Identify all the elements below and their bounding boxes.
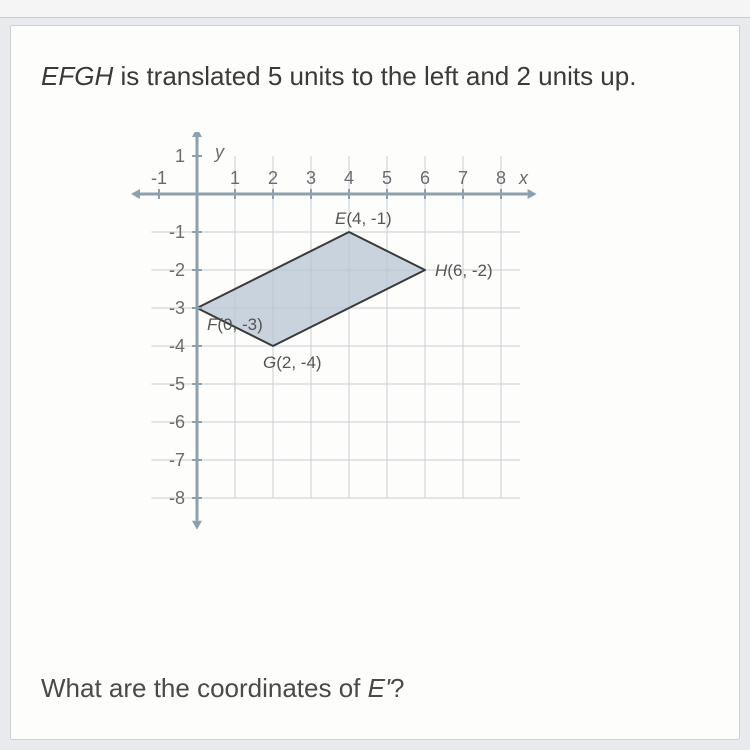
svg-text:4: 4 [344, 168, 354, 188]
svg-text:H(6, -2): H(6, -2) [435, 261, 493, 280]
svg-text:1: 1 [175, 146, 185, 166]
question-bottom-suffix: ? [390, 673, 404, 703]
question-text-bottom: What are the coordinates of E'? [41, 673, 404, 704]
svg-text:-5: -5 [169, 374, 185, 394]
svg-text:2: 2 [268, 168, 278, 188]
svg-text:-7: -7 [169, 450, 185, 470]
grid-svg: -1 1 2 3 4 5 6 7 8 1 -1 -2 -3 -4 -5 -6 -7 -8 y x E(4, -1) H(6… [101, 132, 571, 552]
window-topbar [0, 0, 750, 18]
svg-text:-2: -2 [169, 260, 185, 280]
question-bottom-var: E' [368, 673, 390, 703]
svg-text:x: x [518, 168, 529, 188]
svg-text:G(2, -4): G(2, -4) [263, 353, 322, 372]
svg-text:-3: -3 [169, 298, 185, 318]
svg-text:6: 6 [420, 168, 430, 188]
content-card: EFGH is translated 5 units to the left a… [10, 25, 740, 740]
svg-text:-6: -6 [169, 412, 185, 432]
question-bottom-prefix: What are the coordinates of [41, 673, 368, 703]
svg-text:3: 3 [306, 168, 316, 188]
svg-text:-4: -4 [169, 336, 185, 356]
question-top-rest: is translated 5 units to the left and 2 … [113, 61, 636, 91]
svg-text:-1: -1 [169, 222, 185, 242]
coordinate-grid-chart: -1 1 2 3 4 5 6 7 8 1 -1 -2 -3 -4 -5 -6 -7 -8 y x E(4, -1) H(6… [101, 132, 571, 552]
svg-text:E(4, -1): E(4, -1) [335, 209, 392, 228]
svg-text:5: 5 [382, 168, 392, 188]
svg-text:1: 1 [230, 168, 240, 188]
svg-text:F(0, -3): F(0, -3) [207, 315, 263, 334]
shape-name: EFGH [41, 61, 113, 91]
question-text-top: EFGH is translated 5 units to the left a… [41, 61, 709, 92]
svg-text:y: y [213, 142, 225, 162]
svg-text:-8: -8 [169, 488, 185, 508]
svg-text:-1: -1 [151, 168, 167, 188]
svg-text:7: 7 [458, 168, 468, 188]
svg-text:8: 8 [496, 168, 506, 188]
